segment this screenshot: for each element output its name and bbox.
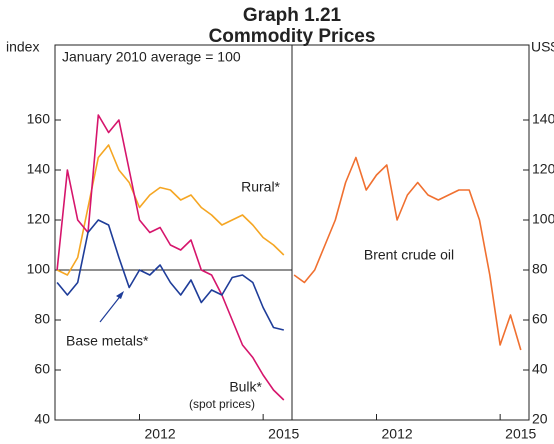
y2-tick-label: 80: [532, 261, 548, 277]
x-tick-label: 2012: [145, 426, 176, 442]
series-label: Bulk*: [229, 379, 262, 395]
y2-tick-label: 60: [532, 311, 548, 327]
x-tick-label: 2012: [382, 426, 413, 442]
y2-axis-label: US$: [531, 39, 554, 55]
annotation: (spot prices): [189, 397, 255, 411]
arrow-head: [116, 291, 124, 299]
x-tick-label: 2015: [268, 426, 299, 442]
y-tick-label: 160: [27, 111, 51, 127]
series-line: [293, 156, 522, 351]
y-tick-label: 60: [34, 361, 50, 377]
y2-tick-label: 140: [532, 111, 554, 127]
series-label: Rural*: [241, 179, 280, 195]
y2-tick-label: 100: [532, 211, 554, 227]
arrow: [99, 293, 123, 323]
y-tick-label: 120: [27, 211, 51, 227]
chart-title: Graph 1.21: [243, 5, 342, 26]
y2-tick-label: 120: [532, 161, 554, 177]
series-label: Base metals*: [66, 333, 149, 349]
series-line: [56, 114, 285, 401]
y-axis-label: index: [6, 39, 39, 55]
annotation: January 2010 average = 100: [62, 49, 241, 65]
series-line: [56, 144, 285, 276]
x-tick-label: 2015: [505, 426, 536, 442]
y2-tick-label: 40: [532, 361, 548, 377]
y-tick-label: 80: [34, 311, 50, 327]
y-tick-label: 100: [27, 261, 51, 277]
series-label: Brent crude oil: [364, 247, 454, 263]
y2-tick-label: 20: [532, 411, 548, 427]
chart-subtitle: Commodity Prices: [209, 26, 376, 47]
y-tick-label: 40: [34, 411, 50, 427]
right-panel-frame: [291, 44, 530, 421]
series-line: [56, 219, 284, 331]
y-tick-label: 140: [27, 161, 51, 177]
